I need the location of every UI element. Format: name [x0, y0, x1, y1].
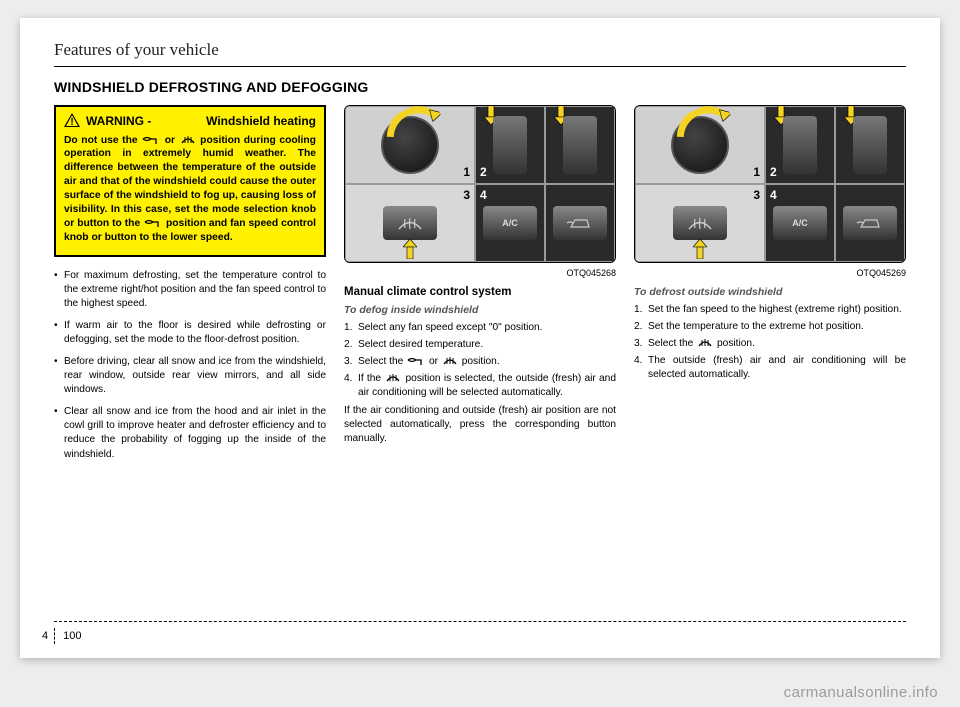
step3-post: position. [717, 338, 755, 349]
figure-2: 1 2 [634, 105, 906, 263]
list-item: Clear all snow and ice from the hood and… [54, 405, 326, 461]
chapter-number: 4 [40, 628, 55, 644]
step3-mid: or [429, 356, 441, 367]
callout-2: 2 [770, 164, 777, 181]
step4-pre: If the [358, 373, 384, 384]
arrow-up-icon [693, 239, 707, 259]
warning-body-mid: or [165, 135, 179, 146]
warning-triangle-icon: ! [64, 113, 80, 127]
list-item: The outside (fresh) air and air conditio… [634, 354, 906, 382]
defog-subheading: To defog inside windshield [344, 303, 616, 317]
svg-text:!: ! [70, 117, 73, 127]
bullet-list: For maximum defrosting, set the temperat… [54, 269, 326, 462]
list-item: Select desired temperature. [344, 338, 616, 352]
front-defrost-button-icon [383, 206, 437, 240]
step3-pre: Select the [648, 338, 696, 349]
step3-post: position. [462, 356, 500, 367]
warning-subject: Windshield heating [157, 113, 316, 130]
arrow-up-icon [403, 239, 417, 259]
defog-steps: Select any fan speed except "0" position… [344, 321, 616, 400]
fresh-air-button-icon [553, 206, 607, 240]
col2-para: If the air conditioning and outside (fre… [344, 404, 616, 446]
callout-4: 4 [480, 187, 487, 204]
page-number: 100 [61, 630, 81, 642]
defrost-subheading: To defrost outside windshield [634, 285, 906, 299]
warning-label: WARNING - [86, 113, 151, 130]
temp-rocker-icon [493, 116, 527, 174]
list-item: Set the temperature to the extreme hot p… [634, 320, 906, 334]
callout-1: 1 [753, 164, 760, 181]
warning-body-post: position during cooling operation in ext… [64, 135, 316, 229]
floor-defrost-icon [144, 218, 162, 228]
column-2: 1 2 [344, 105, 616, 470]
list-item: If the position is selected, the outside… [344, 372, 616, 400]
warning-body: Do not use the or position during coolin… [64, 134, 316, 245]
column-1: ! WARNING - Windshield heating Do not us… [54, 105, 326, 470]
header-title: Features of your vehicle [54, 40, 906, 60]
manual-heading: Manual climate control system [344, 285, 616, 301]
warning-box: ! WARNING - Windshield heating Do not us… [54, 105, 326, 257]
section-title: WINDSHIELD DEFROSTING AND DEFOGGING [54, 79, 906, 95]
list-item: Select the or position. [344, 355, 616, 369]
header-rule [54, 66, 906, 67]
list-item: Select the position. [634, 337, 906, 351]
figure-1: 1 2 [344, 105, 616, 263]
callout-3: 3 [753, 187, 760, 204]
front-defrost-icon [180, 135, 196, 145]
footer-rule [54, 621, 906, 622]
front-defrost-icon [442, 356, 458, 366]
figure-1-caption: OTQ045268 [344, 267, 616, 279]
callout-4: 4 [770, 187, 777, 204]
front-defrost-icon [697, 338, 713, 348]
list-item: Select any fan speed except "0" position… [344, 321, 616, 335]
callout-3: 3 [463, 187, 470, 204]
list-item: Before driving, clear all snow and ice f… [54, 355, 326, 397]
callout-2: 2 [480, 164, 487, 181]
front-defrost-icon [385, 373, 401, 383]
step3-pre: Select the [358, 356, 406, 367]
figure-2-caption: OTQ045269 [634, 267, 906, 279]
front-rocker-icon [563, 116, 597, 174]
watermark: carmanualsonline.info [784, 684, 938, 701]
defrost-steps: Set the fan speed to the highest (extrem… [634, 303, 906, 382]
warning-body-pre: Do not use the [64, 135, 141, 146]
column-3: 1 2 [634, 105, 906, 470]
callout-1: 1 [463, 164, 470, 181]
floor-defrost-icon [407, 356, 425, 366]
front-defrost-button-icon [673, 206, 727, 240]
floor-defrost-icon [142, 135, 160, 145]
front-rocker-icon [853, 116, 887, 174]
temp-rocker-icon [783, 116, 817, 174]
ac-button-icon: A/C [483, 206, 537, 240]
ac-button-icon: A/C [773, 206, 827, 240]
page-footer: 4 100 [40, 628, 81, 644]
list-item: If warm air to the floor is desired whil… [54, 319, 326, 347]
list-item: For maximum defrosting, set the temperat… [54, 269, 326, 311]
list-item: Set the fan speed to the highest (extrem… [634, 303, 906, 317]
fresh-air-button-icon [843, 206, 897, 240]
